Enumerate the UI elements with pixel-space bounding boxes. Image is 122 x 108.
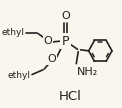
Text: P: P: [62, 35, 69, 48]
Text: NH₂: NH₂: [77, 67, 98, 77]
Text: HCl: HCl: [58, 90, 81, 103]
Text: O: O: [43, 36, 52, 46]
Text: O: O: [61, 11, 70, 21]
Text: ethyl: ethyl: [2, 28, 25, 37]
Text: O: O: [48, 54, 56, 64]
Text: ethyl: ethyl: [7, 71, 30, 80]
